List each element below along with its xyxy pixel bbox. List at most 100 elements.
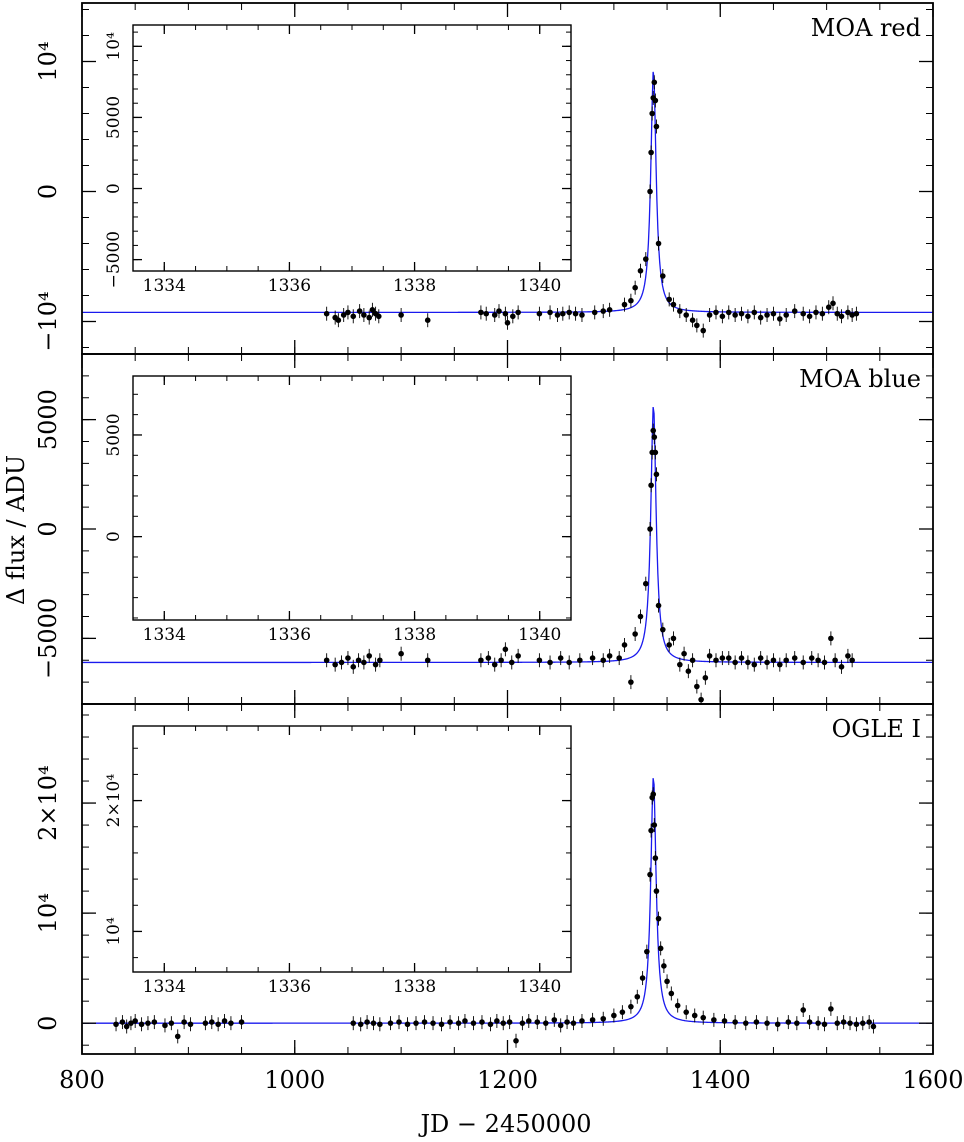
- data-point: [421, 1019, 428, 1025]
- data-point: [764, 1020, 770, 1026]
- data-point: [485, 655, 492, 661]
- data-point: [806, 1019, 813, 1025]
- data-point: [332, 661, 338, 668]
- data-point: [606, 307, 613, 313]
- data-point: [502, 646, 509, 653]
- y-tick-label: 5000: [104, 413, 124, 456]
- data-point: [800, 659, 807, 666]
- data-point: [355, 657, 362, 664]
- data-point: [628, 1003, 634, 1010]
- data-point: [323, 310, 330, 317]
- data-point: [685, 668, 692, 674]
- panel-ogle-i-points: [113, 787, 877, 1048]
- data-point: [496, 308, 502, 314]
- data-point: [566, 659, 572, 666]
- data-point: [713, 657, 719, 664]
- data-point: [650, 427, 657, 434]
- y-tick-label: 2×10⁴: [104, 774, 124, 828]
- data-point: [828, 635, 834, 642]
- data-point: [228, 1020, 234, 1026]
- x-tick-label: 1338: [393, 977, 436, 997]
- data-point: [536, 310, 543, 317]
- data-point: [525, 1018, 532, 1024]
- x-tick-label: 1334: [143, 977, 186, 997]
- panel-ogle-i-inset-frame: [132, 725, 572, 973]
- data-point: [770, 310, 777, 317]
- x-tick-label: 1340: [518, 276, 561, 296]
- data-point: [721, 1018, 728, 1024]
- x-tick-label: 1334: [143, 276, 186, 296]
- y-tick-label: 0: [104, 183, 124, 194]
- data-point: [494, 1018, 500, 1024]
- data-point: [637, 268, 644, 274]
- data-point: [424, 657, 431, 664]
- data-point: [745, 313, 751, 320]
- panel-moa-blue-inset: 1334 1336 1338 1340 0 5000: [104, 375, 572, 645]
- data-point: [404, 1021, 411, 1028]
- data-point: [637, 613, 644, 620]
- data-point: [554, 312, 561, 318]
- data-point: [430, 1020, 436, 1026]
- data-point: [757, 314, 764, 321]
- data-point: [502, 310, 509, 317]
- data-point: [372, 661, 379, 668]
- data-point: [764, 312, 770, 318]
- data-point: [579, 1018, 585, 1024]
- data-point: [628, 297, 634, 304]
- y-tick-label: −5000: [34, 598, 62, 679]
- data-point: [647, 188, 653, 195]
- data-point: [642, 256, 649, 262]
- data-point: [777, 661, 783, 668]
- data-point: [834, 1020, 841, 1026]
- data-point: [849, 657, 855, 664]
- data-point: [564, 1019, 570, 1025]
- y-tick-label: 10⁴: [34, 893, 62, 933]
- data-point: [340, 312, 347, 318]
- data-point: [838, 664, 845, 670]
- data-point: [677, 661, 683, 668]
- panel-moa-blue-inset-frame: [132, 375, 572, 621]
- data-point: [702, 674, 709, 681]
- data-point: [870, 1023, 877, 1030]
- x-tick-label: 1340: [518, 977, 561, 997]
- data-point: [670, 635, 677, 642]
- data-point: [621, 301, 628, 308]
- data-point: [606, 653, 613, 659]
- data-point: [742, 1020, 749, 1026]
- y-tick-label: 2×10⁴: [34, 765, 62, 841]
- data-point: [774, 1021, 781, 1028]
- panel-ogle-i-label: OGLE I: [832, 715, 921, 743]
- x-tick-label: 1336: [268, 625, 311, 645]
- data-point: [764, 659, 770, 666]
- y-tick-label: 10⁴: [34, 41, 62, 81]
- data-point: [357, 1021, 364, 1028]
- data-point: [119, 1019, 126, 1025]
- data-point: [491, 661, 498, 668]
- y-tick-label: −10⁴: [34, 291, 62, 351]
- data-point: [732, 312, 738, 318]
- data-point: [500, 1020, 507, 1026]
- data-point: [498, 657, 504, 664]
- data-point: [719, 313, 726, 320]
- data-point: [651, 79, 658, 86]
- data-point: [828, 1006, 834, 1012]
- data-point: [866, 1019, 872, 1025]
- data-point: [683, 312, 690, 318]
- x-tick-label: 1336: [268, 276, 311, 296]
- data-point: [683, 1009, 690, 1015]
- data-point: [751, 661, 758, 668]
- data-point: [215, 1021, 221, 1028]
- data-point: [653, 888, 660, 894]
- panels: −10⁴ 0 10⁴ MOA red 1334 1336 1338 1340 −5000 0 500…: [34, 2, 964, 1094]
- data-point: [557, 1022, 564, 1029]
- data-point: [689, 657, 696, 664]
- data-point: [834, 310, 841, 317]
- data-point: [547, 659, 553, 666]
- data-point: [591, 309, 598, 316]
- data-point: [510, 313, 516, 320]
- data-point: [447, 1019, 453, 1025]
- data-point: [661, 963, 667, 969]
- x-tick-label: 1340: [518, 625, 561, 645]
- data-point: [666, 642, 672, 648]
